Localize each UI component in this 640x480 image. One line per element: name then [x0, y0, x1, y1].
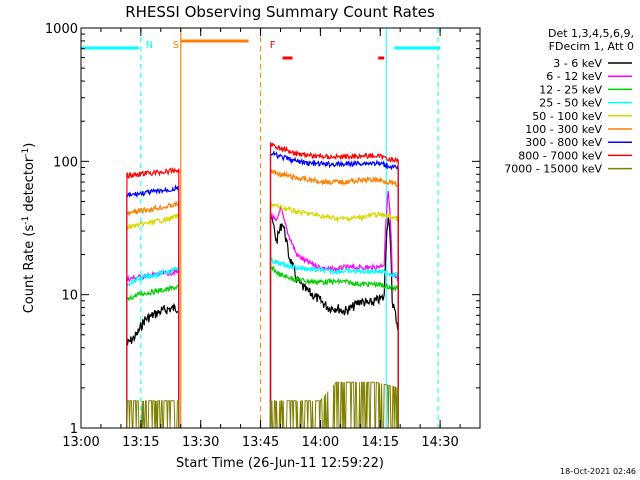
x-tick-label: 14:00 [302, 435, 339, 450]
legend-label: 7000 - 15000 keV [504, 163, 602, 176]
series-line [269, 190, 399, 428]
legend-label: 12 - 25 keV [539, 83, 602, 96]
x-tick-label: 14:30 [421, 435, 458, 450]
x-axis: 13:00 13:15 13:30 13:45 14:00 14:15 14:30 [62, 28, 481, 450]
timestamp: 18-Oct-2021 02:46 [560, 467, 636, 476]
x-tick-label: 13:00 [62, 435, 99, 450]
marker-s: S [173, 40, 179, 51]
legend-label: 50 - 100 keV [532, 110, 602, 123]
legend-label: 25 - 50 keV [539, 97, 602, 110]
legend-label: 800 - 7000 keV [518, 149, 602, 162]
series-line [269, 256, 399, 428]
marker-n: N [146, 40, 153, 51]
series-line [126, 400, 180, 429]
legend-header-1: Det 1,3,4,5,6,9, [548, 27, 634, 40]
series-line [270, 381, 399, 429]
x-tick-label: 13:45 [242, 435, 279, 450]
series-line [126, 283, 180, 428]
y-tick-label: 100 [53, 155, 78, 170]
legend-label: 100 - 300 keV [525, 123, 602, 136]
series-line [269, 214, 399, 428]
y-tick-label: 1 [70, 422, 78, 437]
series-line [126, 212, 180, 428]
series-line [126, 302, 180, 428]
series-line [269, 265, 399, 428]
series-line [126, 265, 180, 428]
series-line [126, 166, 180, 428]
series-line [269, 141, 399, 428]
y-tick-label: 10 [61, 289, 78, 304]
y-axis: 1 10 100 1000 [45, 22, 480, 437]
x-tick-label: 13:15 [122, 435, 159, 450]
series-line [126, 184, 180, 428]
legend-header-2: FDecim 1, Att 0 [549, 40, 634, 53]
x-axis-label: Start Time (26-Jun-11 12:59:22) [176, 456, 384, 471]
marker-f: F [270, 40, 276, 51]
x-tick-label: 13:30 [182, 435, 219, 450]
legend-label: 6 - 12 keV [546, 70, 602, 83]
series-line [269, 168, 399, 428]
series-line [269, 201, 399, 428]
series-line [269, 149, 399, 428]
legend: Det 1,3,4,5,6,9, FDecim 1, Att 0 3 - 6 k… [504, 27, 634, 176]
y-axis-label: Count Rate (s-1 detector-1) [21, 143, 37, 314]
legend-label: 3 - 6 keV [553, 57, 602, 70]
chart-title: RHESSI Observing Summary Count Rates [125, 3, 435, 21]
series-line [126, 199, 180, 428]
legend-label: 300 - 800 keV [525, 136, 602, 149]
x-tick-label: 14:15 [362, 435, 399, 450]
y-tick-label: 1000 [45, 22, 78, 37]
